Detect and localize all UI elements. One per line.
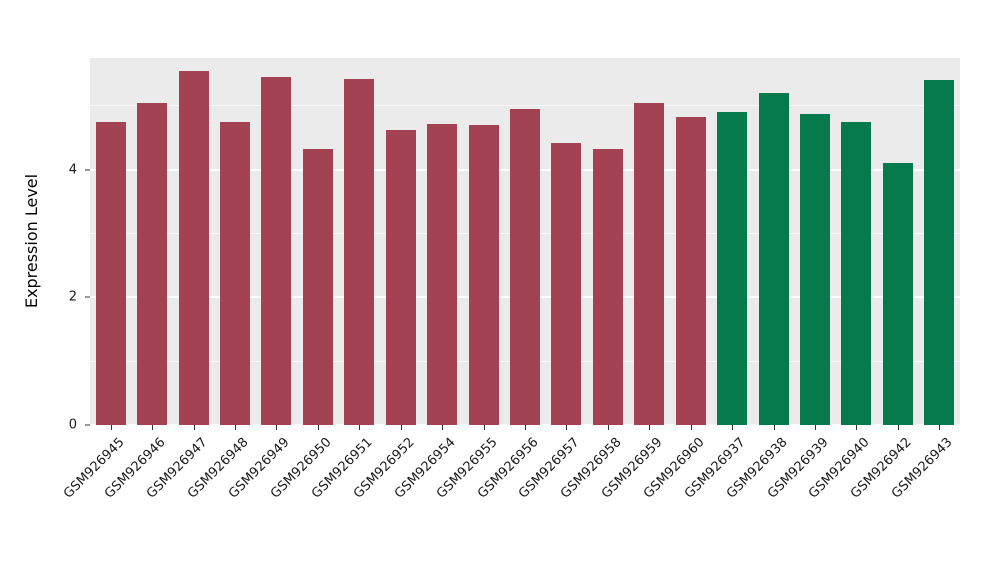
x-tick-mark	[359, 425, 360, 430]
x-tick-mark	[194, 425, 195, 430]
x-tick-mark	[608, 425, 609, 430]
bar-GSM926939	[800, 114, 830, 425]
x-tick-mark	[566, 425, 567, 430]
bar-GSM926938	[759, 93, 789, 425]
y-tick-mark	[85, 424, 90, 426]
bar-GSM926957	[551, 143, 581, 425]
x-tick-mark	[774, 425, 775, 430]
bar-GSM926960	[676, 117, 706, 425]
x-tick-mark	[649, 425, 650, 430]
gridline-minor	[90, 105, 960, 107]
bar-GSM926954	[427, 124, 457, 425]
y-tick-label: 2	[68, 289, 77, 305]
x-tick-mark	[152, 425, 153, 430]
bar-GSM926943	[924, 80, 954, 425]
y-tick-mark	[85, 169, 90, 171]
x-tick-mark	[235, 425, 236, 430]
x-tick-mark	[484, 425, 485, 430]
bar-GSM926956	[510, 109, 540, 425]
x-tick-mark	[939, 425, 940, 430]
bar-GSM926948	[220, 122, 250, 425]
x-tick-mark	[691, 425, 692, 430]
bar-GSM926952	[386, 130, 416, 425]
bar-GSM926949	[261, 77, 291, 425]
bar-GSM926955	[469, 125, 499, 425]
x-tick-mark	[276, 425, 277, 430]
y-tick-mark	[85, 296, 90, 298]
bar-GSM926942	[883, 163, 913, 425]
bar-GSM926947	[179, 71, 209, 425]
bar-GSM926950	[303, 149, 333, 425]
bar-GSM926937	[717, 112, 747, 425]
x-tick-mark	[442, 425, 443, 430]
x-tick-mark	[732, 425, 733, 430]
bar-GSM926945	[96, 122, 126, 425]
bar-GSM926958	[593, 149, 623, 425]
x-tick-mark	[525, 425, 526, 430]
plot-panel	[90, 58, 960, 426]
y-tick-label: 4	[68, 162, 77, 178]
x-tick-mark	[401, 425, 402, 430]
bar-GSM926946	[137, 103, 167, 425]
x-tick-mark	[111, 425, 112, 430]
bar-GSM926951	[344, 79, 374, 425]
x-tick-mark	[856, 425, 857, 430]
bar-GSM926940	[841, 122, 871, 425]
x-tick-mark	[318, 425, 319, 430]
bar-GSM926959	[634, 103, 664, 425]
y-tick-label: 0	[68, 417, 77, 433]
y-axis-title: Expression Level	[22, 173, 41, 309]
x-tick-mark	[815, 425, 816, 430]
x-tick-mark	[898, 425, 899, 430]
